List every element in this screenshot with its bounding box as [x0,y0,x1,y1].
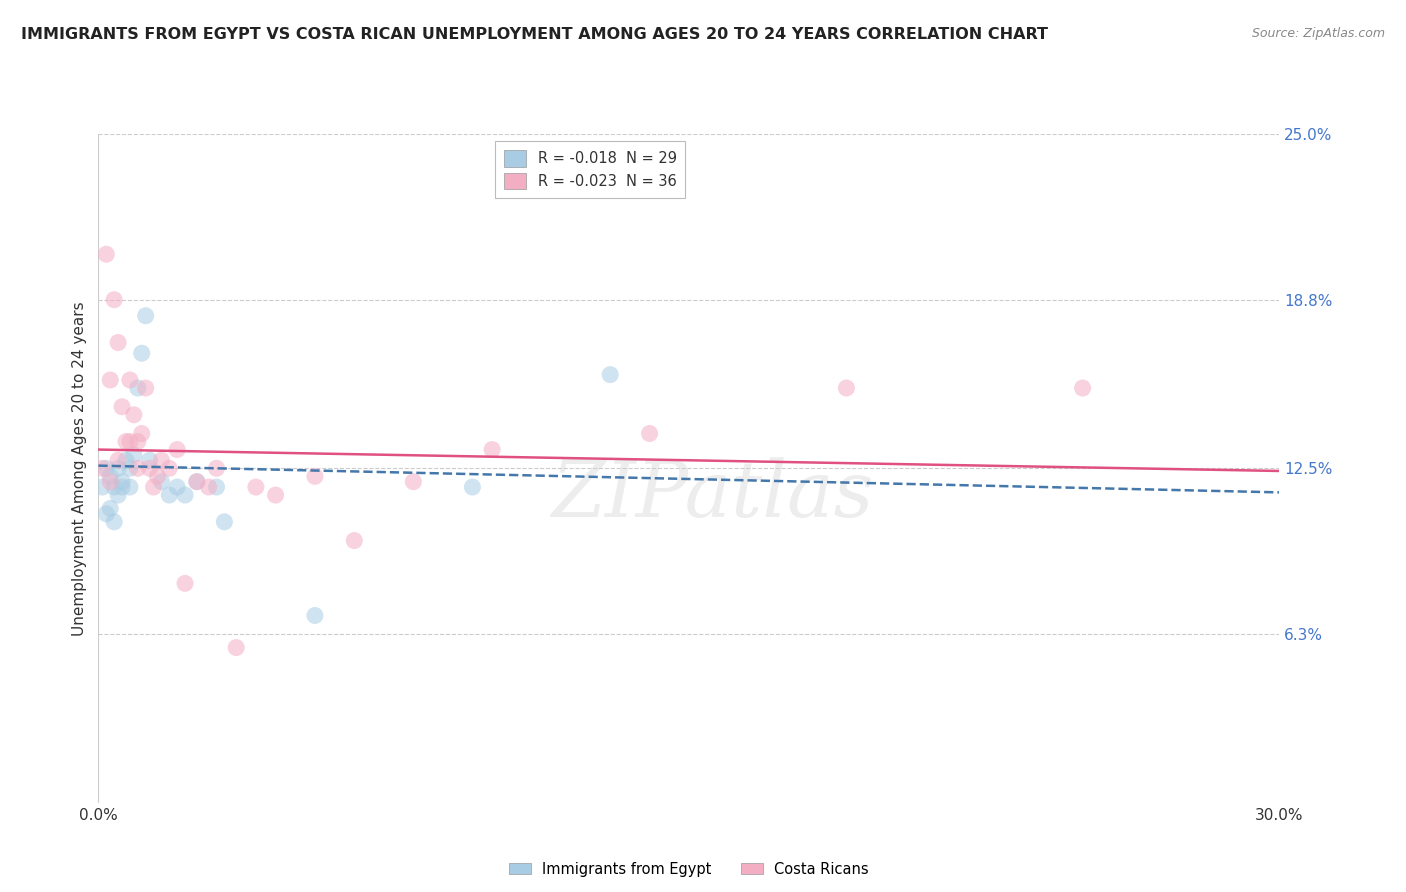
Point [166,442,188,457]
Point [304,469,326,483]
Point [135,381,157,395]
Point [481,442,503,457]
Legend: Immigrants from Egypt, Costa Ricans: Immigrants from Egypt, Costa Ricans [503,855,875,882]
Point [186,475,208,489]
Point [118,434,141,449]
Point [118,461,141,475]
Point [115,434,138,449]
Point [304,608,326,623]
Point [103,515,125,529]
Point [96,247,118,261]
Text: ZIPatlas: ZIPatlas [551,457,873,533]
Point [107,488,129,502]
Point [135,309,157,323]
Point [118,480,141,494]
Point [245,480,267,494]
Point [103,293,125,307]
Point [157,488,180,502]
Y-axis label: Unemployment Among Ages 20 to 24 years: Unemployment Among Ages 20 to 24 years [72,301,87,636]
Point [150,475,173,489]
Point [205,461,228,475]
Point [127,381,149,395]
Point [96,507,118,521]
Text: Source: ZipAtlas.com: Source: ZipAtlas.com [1251,27,1385,40]
Point [835,381,858,395]
Point [138,461,160,475]
Point [225,640,247,655]
Point [174,488,197,502]
Point [111,475,134,489]
Point [186,475,208,489]
Point [402,475,425,489]
Point [122,448,145,462]
Point [166,480,188,494]
Point [115,453,138,467]
Point [142,480,165,494]
Point [461,480,484,494]
Text: IMMIGRANTS FROM EGYPT VS COSTA RICAN UNEMPLOYMENT AMONG AGES 20 TO 24 YEARS CORR: IMMIGRANTS FROM EGYPT VS COSTA RICAN UNE… [21,27,1047,42]
Point [1071,381,1094,395]
Point [638,426,661,441]
Point [96,461,118,475]
Point [122,408,145,422]
Point [91,480,114,494]
Point [111,400,134,414]
Point [107,453,129,467]
Point [107,335,129,350]
Point [127,434,149,449]
Point [98,475,121,489]
Point [107,461,129,475]
Point [174,576,197,591]
Point [150,453,173,467]
Point [343,533,366,548]
Point [205,480,228,494]
Point [91,461,114,475]
Point [111,480,134,494]
Point [98,373,121,387]
Point [214,515,236,529]
Point [98,469,121,483]
Point [197,480,219,494]
Point [131,346,153,360]
Point [98,501,121,516]
Point [103,480,125,494]
Point [127,461,149,475]
Point [146,469,169,483]
Point [157,461,180,475]
Point [599,368,621,382]
Point [264,488,287,502]
Point [118,373,141,387]
Point [138,453,160,467]
Point [131,426,153,441]
